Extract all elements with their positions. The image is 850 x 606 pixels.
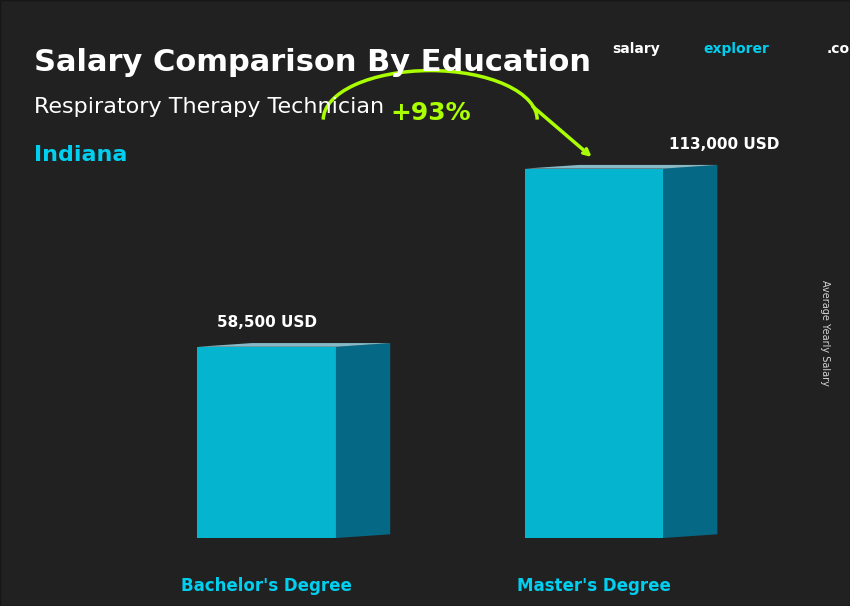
Text: .com: .com	[826, 42, 850, 56]
Text: Respiratory Therapy Technician: Respiratory Therapy Technician	[34, 97, 384, 117]
Text: Bachelor's Degree: Bachelor's Degree	[181, 578, 352, 595]
Text: Salary Comparison By Education: Salary Comparison By Education	[34, 48, 591, 78]
Polygon shape	[524, 168, 663, 538]
Polygon shape	[524, 165, 717, 168]
Text: salary: salary	[612, 42, 660, 56]
Text: Indiana: Indiana	[34, 145, 127, 165]
Polygon shape	[663, 165, 717, 538]
Text: Average Yearly Salary: Average Yearly Salary	[819, 281, 830, 386]
Text: explorer: explorer	[704, 42, 769, 56]
Text: +93%: +93%	[390, 101, 471, 125]
Text: Master's Degree: Master's Degree	[517, 578, 671, 595]
Polygon shape	[197, 347, 336, 538]
Polygon shape	[197, 343, 390, 347]
Text: 113,000 USD: 113,000 USD	[669, 138, 779, 152]
Polygon shape	[336, 343, 390, 538]
Text: 58,500 USD: 58,500 USD	[217, 316, 317, 330]
